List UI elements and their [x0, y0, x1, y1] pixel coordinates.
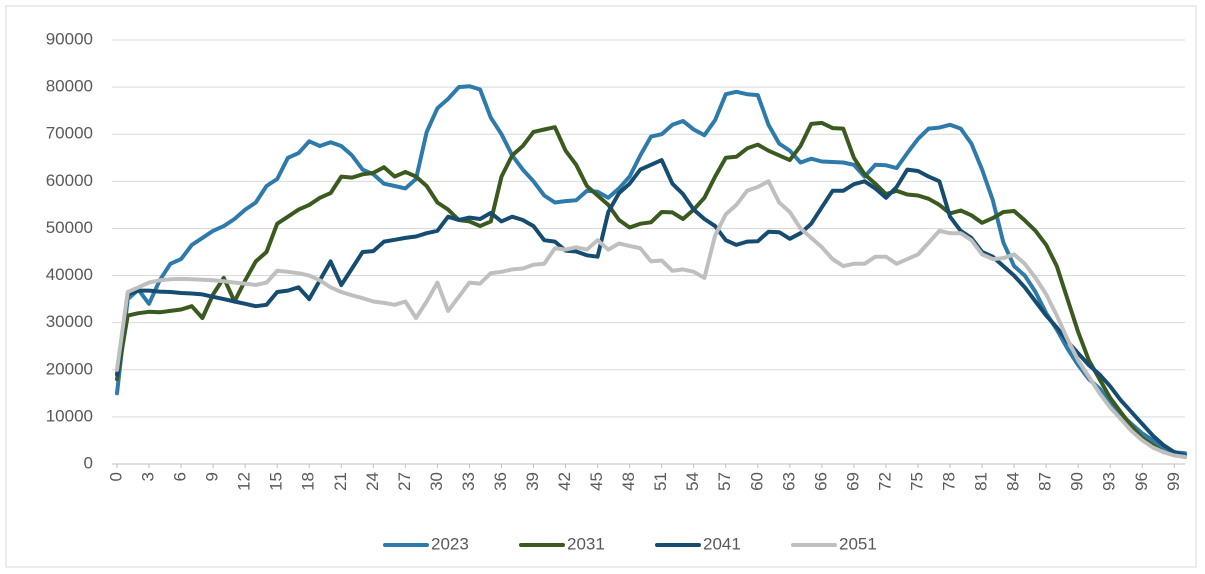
- series-line: [115, 158, 1187, 458]
- legend-label: 2023: [431, 534, 469, 553]
- x-tick-label: 69: [843, 472, 862, 491]
- x-tick-label: 51: [651, 472, 670, 491]
- y-tick-label: 0: [84, 453, 93, 472]
- y-tick-label: 40000: [46, 265, 93, 284]
- x-tick-label: 9: [203, 472, 222, 481]
- y-tick-label: 20000: [46, 359, 93, 378]
- y-tick-label: 60000: [46, 171, 93, 190]
- series-line: [115, 84, 1187, 456]
- x-tick-label: 48: [619, 472, 638, 491]
- x-tick-label: 78: [940, 472, 959, 491]
- x-tick-label: 45: [587, 472, 606, 491]
- x-tick-label: 3: [139, 472, 158, 481]
- y-tick-label: 80000: [46, 77, 93, 96]
- y-tick-label: 30000: [46, 312, 93, 331]
- x-tick-label: 60: [747, 472, 766, 491]
- legend-label: 2051: [839, 534, 877, 553]
- x-tick-label: 54: [683, 472, 702, 491]
- y-tick-label: 10000: [46, 406, 93, 425]
- x-tick-label: 93: [1100, 472, 1119, 491]
- x-tick-label: 12: [235, 472, 254, 491]
- x-tick-label: 90: [1068, 472, 1087, 491]
- legend-label: 2031: [567, 534, 605, 553]
- chart-frame: [5, 5, 1197, 568]
- x-tick-label: 66: [811, 472, 830, 491]
- x-tick-label: 72: [875, 472, 894, 491]
- x-tick-label: 39: [523, 472, 542, 491]
- x-tick-label: 27: [395, 472, 414, 491]
- x-tick-label: 96: [1132, 472, 1151, 491]
- x-tick-label: 63: [779, 472, 798, 491]
- legend-label: 2041: [703, 534, 741, 553]
- x-tick-label: 99: [1164, 472, 1183, 491]
- y-tick-label: 50000: [46, 218, 93, 237]
- y-tick-label: 70000: [46, 124, 93, 143]
- x-tick-label: 75: [907, 472, 926, 491]
- series-line: [115, 120, 1187, 459]
- y-tick-label: 90000: [46, 29, 93, 48]
- x-tick-label: 33: [459, 472, 478, 491]
- x-tick-label: 84: [1004, 472, 1023, 491]
- x-tick-label: 6: [171, 472, 190, 481]
- series-line: [115, 179, 1187, 459]
- x-tick-label: 87: [1036, 472, 1055, 491]
- x-tick-label: 42: [555, 472, 574, 491]
- x-tick-label: 24: [363, 472, 382, 491]
- x-tick-label: 57: [715, 472, 734, 491]
- x-tick-label: 21: [331, 472, 350, 491]
- x-tick-label: 18: [299, 472, 318, 491]
- x-tick-label: 15: [267, 472, 286, 491]
- x-tick-label: 36: [491, 472, 510, 491]
- x-tick-label: 30: [427, 472, 446, 491]
- x-tick-label: 0: [106, 472, 125, 481]
- x-tick-label: 81: [972, 472, 991, 491]
